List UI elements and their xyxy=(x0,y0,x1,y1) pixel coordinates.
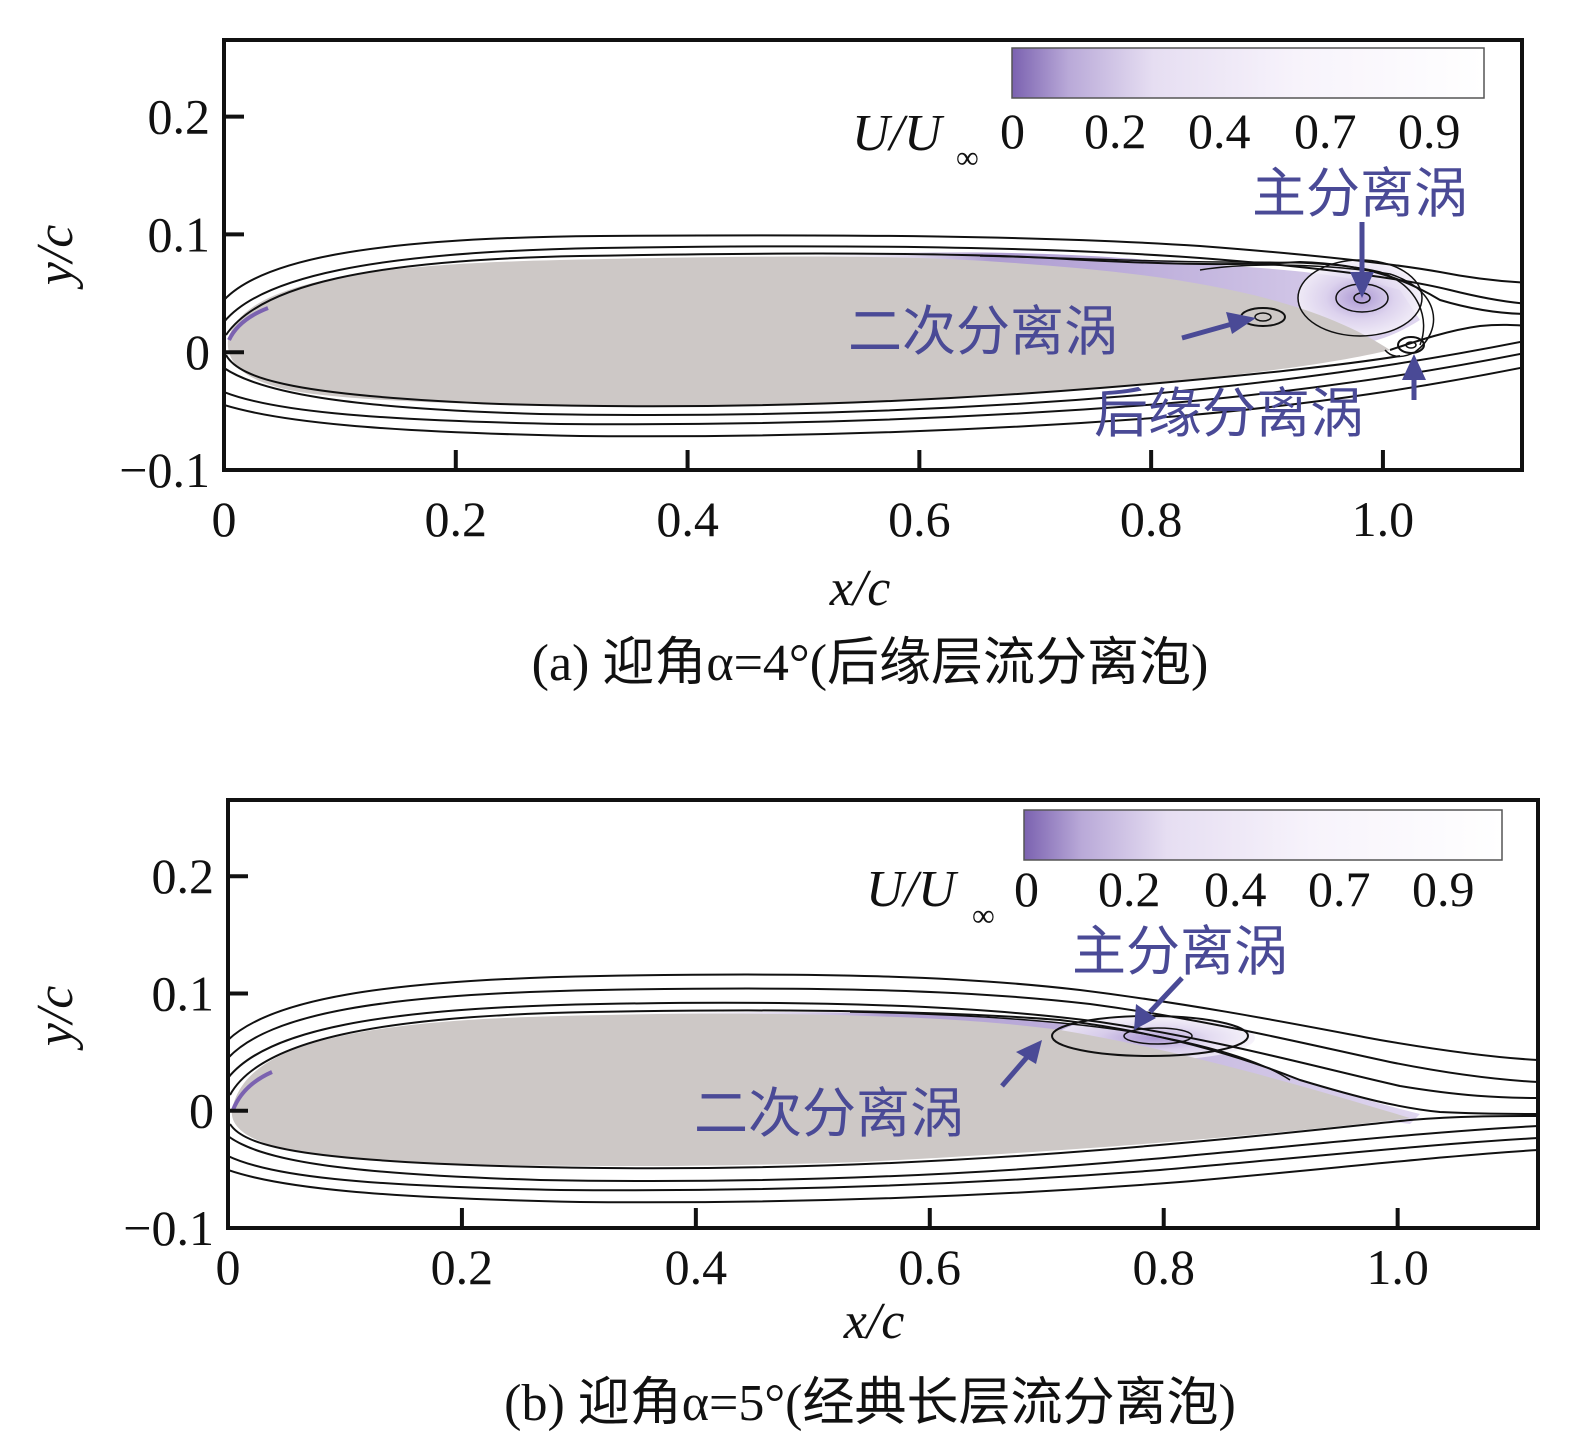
panel-a-x-tick-label: 0.8 xyxy=(1120,491,1183,547)
panel-b-streamline xyxy=(228,987,1538,1083)
panel-b-arrowhead-secondary xyxy=(1016,1040,1042,1064)
panel-b-caption: (b) 迎角α=5°(经典长层流分离泡) xyxy=(504,1375,1236,1432)
panel-a-streamline xyxy=(224,245,1522,323)
panel-b-legend-subscript: ∞ xyxy=(972,897,995,933)
panel-b-streamline xyxy=(228,973,1538,1061)
panel-a-legend-level: 0.2 xyxy=(1084,103,1147,159)
panel-a-streamline xyxy=(979,255,1425,346)
panel-a-x-tick-label: 0.2 xyxy=(425,491,488,547)
panel-b-legend-level: 0.4 xyxy=(1204,861,1267,917)
panel-b-streamline xyxy=(228,1149,1538,1204)
panel-a-x-tick-label: 0.6 xyxy=(888,491,951,547)
panel-b-streamline xyxy=(228,1137,1538,1192)
panel-a-arrowhead-secondary xyxy=(1226,312,1256,334)
panel-b-legend-level: 0.7 xyxy=(1308,861,1371,917)
panel-b-ylabel: y/c xyxy=(27,986,84,1052)
panel-a-arrow-secondary xyxy=(1181,321,1233,341)
panel-a-annotation-secondary-vortex: 二次分离涡 xyxy=(848,300,1118,363)
panel-b-x-tick-label: 0.6 xyxy=(899,1239,962,1295)
panel-b-x-tick-label: 0.4 xyxy=(665,1239,728,1295)
panel-a-streamline xyxy=(225,354,1401,408)
panel-a-streamline xyxy=(1199,264,1435,358)
panel-b-annotation-secondary-vortex: 二次分离涡 xyxy=(694,1082,964,1145)
panel-b-x-tick-label: 0.2 xyxy=(431,1239,494,1295)
panel-a-frame xyxy=(222,38,1524,472)
panel-a-airfoil xyxy=(227,256,1391,406)
panel-a-y-tick-label: −0.1 xyxy=(119,442,210,498)
panel-a-legend-level: 0.7 xyxy=(1294,103,1357,159)
panel-b-frame xyxy=(226,798,1540,1230)
panel-a-axes: 0 0.2 0.4 0.6 0.8 1.0−0.100.10.2 xyxy=(119,89,1414,547)
panel-b-y-tick-label: 0.1 xyxy=(152,965,215,1021)
panel-b-annotation-main-vortex: 主分离涡 xyxy=(1072,920,1288,983)
panel-a-x-tick-label: 0 xyxy=(212,491,237,547)
panel-a-y-tick-label: 0.2 xyxy=(148,89,211,145)
panel-b-x-tick-label: 1.0 xyxy=(1366,1239,1429,1295)
panel-b-legend-title: U/U xyxy=(866,861,959,918)
panel-b-y-tick-label: 0 xyxy=(189,1083,214,1139)
panel-a-legend-level: 0 xyxy=(1000,103,1025,159)
panel-a-legend-title: U/U xyxy=(852,105,945,162)
panel-a-annotation-main-vortex: 主分离涡 xyxy=(1252,162,1468,225)
panel-b-y-tick-label: 0.2 xyxy=(152,848,215,904)
panel-b-arrowhead-main xyxy=(1134,1004,1156,1030)
panel-b-streamline xyxy=(229,1115,1538,1170)
panel-a-streamline xyxy=(224,340,1522,417)
panel-a-arrowhead-main xyxy=(1350,272,1374,298)
panel-a-y-tick-label: 0 xyxy=(185,324,210,380)
panel-b-xlabel: x/c xyxy=(843,1293,905,1350)
panel-a-x-tick-label: 0.4 xyxy=(656,491,719,547)
panel-a-streamline xyxy=(224,366,1522,438)
panel-b-streamline xyxy=(849,1011,1291,1081)
panel-b-streamline xyxy=(229,1009,1538,1115)
panel-a-legend-level: 0.4 xyxy=(1188,103,1251,159)
panel-b-flowfield xyxy=(228,973,1538,1204)
panel-a-te-vortex xyxy=(1397,336,1425,354)
panel-a-colorbar xyxy=(1011,47,1485,99)
panel-b-arrow-main xyxy=(1148,976,1184,1014)
panel-a-streamline xyxy=(224,352,1522,426)
panel-b-streamline xyxy=(228,1125,1538,1183)
panel-b-legend-level: 0.2 xyxy=(1098,861,1161,917)
panel-a-secondary-vortex xyxy=(1254,312,1272,322)
panel-b-y-tick-label: −0.1 xyxy=(123,1200,214,1256)
panel-b-axes: 0 0.2 0.4 0.6 0.8 1.0−0.100.10.2 xyxy=(123,848,1429,1295)
panel-b-main-vortex-ring xyxy=(1123,1027,1193,1045)
panel-a-ylabel: y/c xyxy=(27,225,84,291)
panel-a-y-tick-label: 0.1 xyxy=(148,206,211,262)
panel-b-le-highlight xyxy=(231,1070,273,1111)
panel-a-legend-level: 0.9 xyxy=(1398,103,1461,159)
panel-a-streamline xyxy=(1389,323,1522,351)
panel-a: U/U ∞ 0 0.2 0.4 0.7 0.9 主分离涡 二次分离涡 后缘分离涡… xyxy=(27,38,1524,692)
panel-b-arrow-secondary xyxy=(1000,1054,1030,1088)
panel-a-arrowhead-te xyxy=(1402,354,1426,380)
panel-b-x-tick-label: 0 xyxy=(216,1239,241,1295)
panel-a-le-highlight xyxy=(227,306,269,341)
panel-b-streamline xyxy=(228,1001,1538,1099)
panel-b-legend-level: 0 xyxy=(1014,861,1039,917)
panel-a-legend-subscript: ∞ xyxy=(956,139,979,175)
panel-b-colorbar xyxy=(1023,809,1503,861)
panel-a-x-tick-label: 1.0 xyxy=(1352,491,1415,547)
panel-b: U/U ∞ 0 0.2 0.4 0.7 0.9 主分离涡 二次分离涡 0 0.2 0… xyxy=(27,798,1540,1432)
panel-a-streamline xyxy=(224,234,1522,301)
panel-a-caption: (a) 迎角α=4°(后缘层流分离泡) xyxy=(532,635,1209,692)
panel-a-xlabel: x/c xyxy=(829,560,891,617)
panel-b-x-tick-label: 0.8 xyxy=(1132,1239,1195,1295)
panel-a-annotation-te-vortex: 后缘分离涡 xyxy=(1094,382,1364,445)
panel-a-flowfield xyxy=(224,234,1522,438)
panel-b-legend-level: 0.9 xyxy=(1412,861,1475,917)
panel-b-airfoil xyxy=(231,1013,1411,1167)
